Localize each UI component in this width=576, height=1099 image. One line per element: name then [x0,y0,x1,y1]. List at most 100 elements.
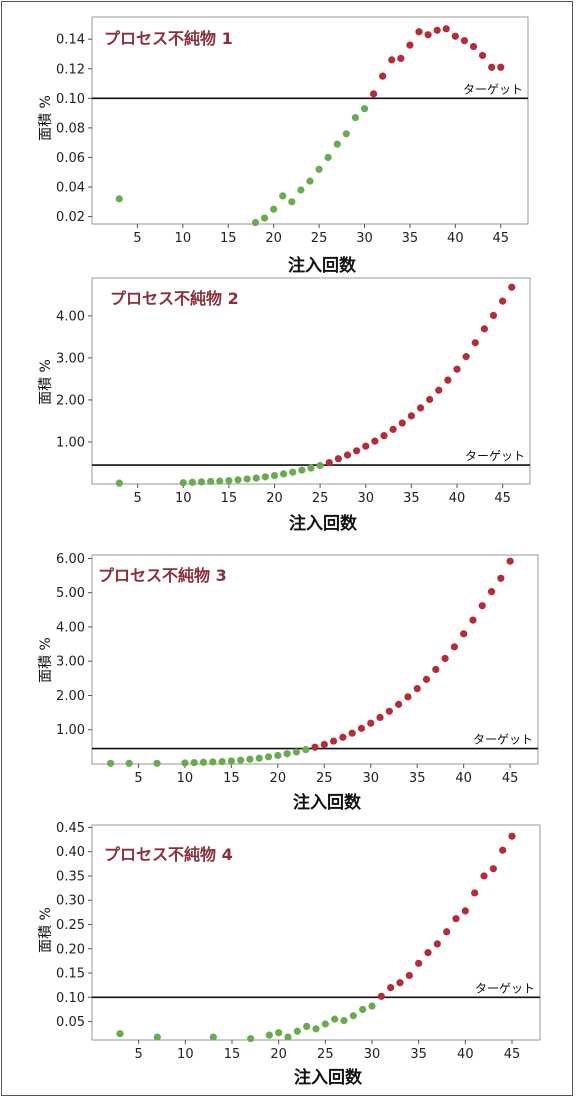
data-point-above-target [489,865,497,873]
y-axis-label: 面積 % [38,637,54,683]
data-point-above-target [433,26,441,34]
data-point-above-target [488,63,496,71]
data-point-below-target [284,1033,292,1041]
target-label: ターゲット [473,733,533,747]
x-tick-label: 15 [220,231,237,246]
data-point-above-target [435,386,443,394]
data-point-above-target [506,557,514,565]
data-point-below-target [261,473,269,481]
data-point-above-target [404,693,412,701]
data-point-below-target [106,759,115,767]
y-axis-label: 面積 % [38,359,54,405]
y-tick-label: 5.00 [56,586,85,601]
x-tick-label: 45 [492,231,509,246]
data-point-below-target [179,479,187,487]
x-tick-label: 15 [221,491,238,506]
y-tick-label: 3.00 [56,655,85,670]
y-axis-label: 面積 % [38,907,54,953]
data-point-below-target [181,759,189,767]
x-axis-label: 注入回数 [294,1067,363,1088]
data-point-above-target [441,654,449,663]
x-tick-label: 40 [457,1047,474,1062]
data-point-above-target [450,643,458,651]
data-point-above-target [444,376,452,384]
data-point-above-target [469,42,478,51]
x-tick-label: 35 [410,1047,427,1062]
data-point-above-target [424,949,432,957]
data-point-below-target [351,113,360,122]
data-point-below-target [216,477,224,485]
y-tick-label: 6.00 [56,552,85,567]
x-tick-label: 5 [135,1047,143,1062]
y-tick-label: 0.05 [56,1015,85,1030]
x-tick-label: 40 [455,771,472,786]
y-tick-label: 3.00 [56,351,85,366]
x-tick-label: 20 [270,771,287,786]
x-tick-label: 30 [362,771,379,786]
data-point-below-target [116,1030,124,1038]
x-tick-label: 35 [409,771,426,786]
data-point-above-target [497,574,505,582]
data-point-below-target [270,205,278,213]
x-tick-label: 10 [175,231,192,246]
plot-area [91,824,541,1041]
y-tick-label: 4.00 [56,620,85,635]
y-tick-label: 0.10 [56,991,85,1006]
y-tick-label: 0.15 [56,967,85,982]
data-point-below-target [115,479,123,487]
data-point-below-target [274,751,282,760]
data-point-above-target [405,971,413,980]
data-point-above-target [478,602,486,610]
data-point-above-target [462,353,470,361]
data-point-above-target [389,425,397,433]
data-point-below-target [292,748,301,756]
data-point-above-target [339,733,347,741]
x-tick-label: 40 [449,491,466,506]
y-tick-label: 0.20 [56,942,85,957]
data-point-above-target [380,432,388,440]
data-point-below-target [153,759,161,767]
data-point-below-target [251,218,260,227]
y-tick-label: 0.40 [56,845,85,860]
y-tick-label: 1.00 [56,435,85,450]
data-point-below-target [315,165,323,173]
data-point-below-target [306,177,314,185]
data-point-above-target [325,458,333,467]
data-point-below-target [199,758,208,766]
data-point-above-target [469,616,477,624]
x-tick-label: 30 [364,1047,381,1062]
data-point-above-target [385,707,393,715]
target-label: ターゲット [465,449,525,463]
data-point-below-target [225,477,233,485]
data-point-above-target [499,297,507,305]
data-point-below-target [197,478,206,486]
data-point-below-target [279,192,287,200]
data-point-below-target [252,474,260,482]
data-point-below-target [349,1012,357,1020]
y-tick-label: 0.08 [56,121,85,136]
data-point-below-target [312,1025,320,1033]
x-tick-label: 30 [356,231,373,246]
data-point-above-target [508,832,516,840]
x-tick-label: 20 [270,1047,287,1062]
data-point-above-target [451,32,459,40]
x-tick-label: 20 [265,231,282,246]
data-point-below-target [190,759,198,767]
x-tick-label: 35 [403,491,420,506]
data-point-above-target [433,940,441,948]
data-point-above-target [442,25,450,33]
data-point-above-target [480,872,488,880]
x-tick-label: 5 [134,771,142,786]
x-tick-label: 30 [357,491,374,506]
data-point-above-target [422,675,431,683]
data-point-above-target [388,56,396,64]
target-label: ターゲット [475,981,535,995]
plot-area [91,554,539,765]
data-point-above-target [329,737,338,745]
data-point-below-target [288,198,296,206]
data-point-below-target [324,153,332,162]
data-point-below-target [255,754,263,762]
x-tick-label: 45 [494,491,511,506]
